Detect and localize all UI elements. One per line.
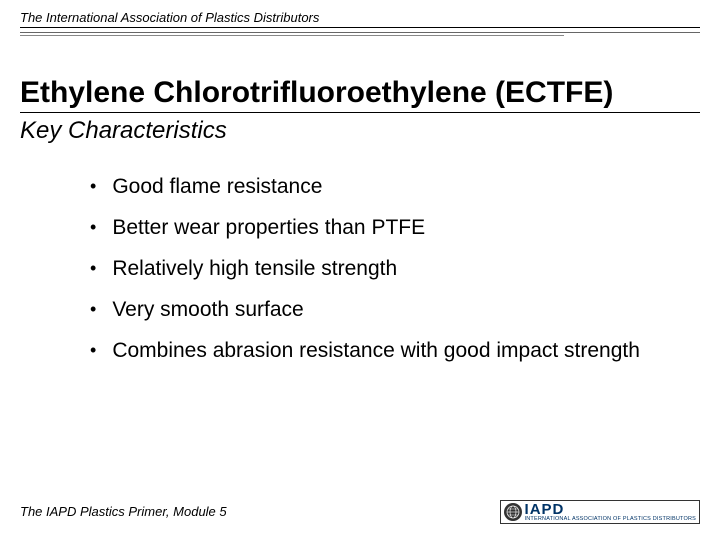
footer-text: The IAPD Plastics Primer, Module 5 [20, 504, 227, 519]
logo-abbr: IAPD [525, 502, 696, 517]
bullet-list: • Good flame resistance • Better wear pr… [90, 173, 660, 364]
list-item: • Combines abrasion resistance with good… [90, 337, 660, 364]
bullet-text: Very smooth surface [112, 296, 303, 323]
iapd-logo: IAPD INTERNATIONAL ASSOCIATION OF PLASTI… [500, 500, 700, 525]
org-name: The International Association of Plastic… [20, 10, 700, 28]
globe-icon [504, 503, 522, 521]
bullet-text: Good flame resistance [112, 173, 322, 200]
bullet-icon: • [90, 255, 96, 281]
bullet-text: Relatively high tensile strength [112, 255, 397, 282]
header-rule-1 [20, 31, 700, 33]
bullet-icon: • [90, 337, 96, 363]
bullet-text: Combines abrasion resistance with good i… [112, 337, 640, 364]
slide-footer: The IAPD Plastics Primer, Module 5 IAPD … [20, 500, 700, 525]
bullet-icon: • [90, 296, 96, 322]
logo-full: INTERNATIONAL ASSOCIATION OF PLASTICS DI… [525, 517, 696, 523]
logo-text: IAPD INTERNATIONAL ASSOCIATION OF PLASTI… [525, 502, 696, 523]
bullet-icon: • [90, 173, 96, 199]
bullet-icon: • [90, 214, 96, 240]
slide-subtitle: Key Characteristics [20, 117, 700, 145]
bullet-text: Better wear properties than PTFE [112, 214, 425, 241]
list-item: • Very smooth surface [90, 296, 660, 323]
list-item: • Relatively high tensile strength [90, 255, 660, 282]
slide-header: The International Association of Plastic… [0, 0, 720, 36]
list-item: • Good flame resistance [90, 173, 660, 200]
slide-title: Ethylene Chlorotrifluoroethylene (ECTFE) [20, 76, 700, 113]
header-rule-2 [20, 35, 564, 36]
list-item: • Better wear properties than PTFE [90, 214, 660, 241]
